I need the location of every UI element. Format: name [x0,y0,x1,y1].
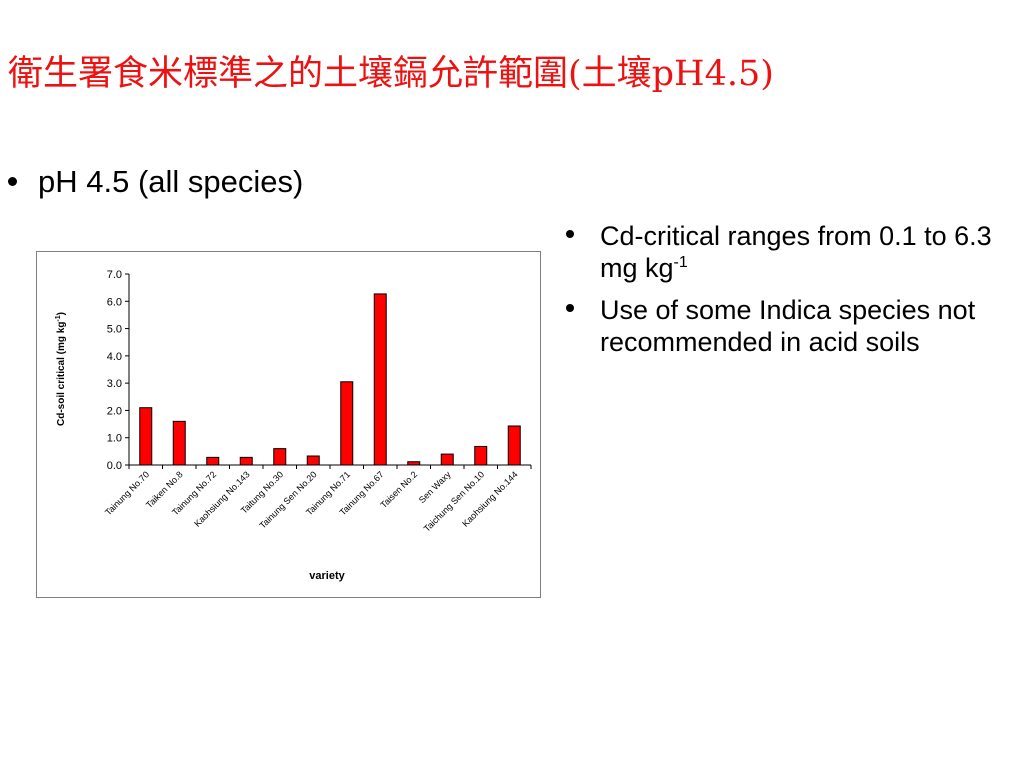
bullet-dot-icon [8,177,17,186]
bar [474,445,488,466]
y-tick-label: 1.0 [107,433,122,445]
x-tick-label: Taichung Sen No.10 [422,469,486,533]
chart-container: Cd-soil critical (mg kg-1) variety 0.0 1.… [36,251,541,598]
right-bullet-2: Use of some Indica species not recommend… [562,294,1022,358]
right-bullet-2-text: Use of some Indica species not recommend… [600,295,976,357]
bar [206,456,220,466]
bar [440,453,454,466]
bar [139,407,153,466]
x-tick-label: Tainung No.70 [103,469,151,517]
bullet-dot-icon [566,230,574,238]
y-axis-label: Cd-soil critical (mg kg-1) [55,312,67,426]
x-tick-label: Tainung Sen No.20 [257,469,318,530]
y-tick-label: 2.0 [107,405,122,417]
right-bullet-1-text: Cd-critical ranges from 0.1 to 6.3 mg kg [600,221,992,283]
bar [172,420,186,466]
bar [407,461,421,466]
y-tick-label: 6.0 [107,296,122,308]
x-axis-label: variety [309,570,345,582]
bar-chart: Cd-soil critical (mg kg-1) variety 0.0 1.… [55,269,532,582]
main-bullet-text: pH 4.5 (all species) [38,164,304,199]
bar [306,455,320,466]
y-tick-label: 4.0 [107,351,122,363]
y-tick-label: 7.0 [107,269,122,281]
main-bullet: pH 4.5 (all species) [6,163,303,201]
y-tick-label: 0.0 [107,460,122,472]
right-bullet-1-sup: -1 [673,254,688,271]
right-bullet-1: Cd-critical ranges from 0.1 to 6.3 mg kg… [562,220,1022,284]
y-tick-label: 5.0 [107,324,122,336]
bar [340,381,354,466]
y-tick-label: 3.0 [107,378,122,390]
bar [507,425,521,466]
right-bullet-list: Cd-critical ranges from 0.1 to 6.3 mg kg… [562,220,1022,368]
bullet-dot-icon [566,304,574,312]
bar [373,293,387,466]
bar [273,448,287,466]
slide-title: 衛生署食米標準之的土壤鎘允許範圍(土壤pH4.5) [8,54,774,94]
bar [239,456,253,466]
